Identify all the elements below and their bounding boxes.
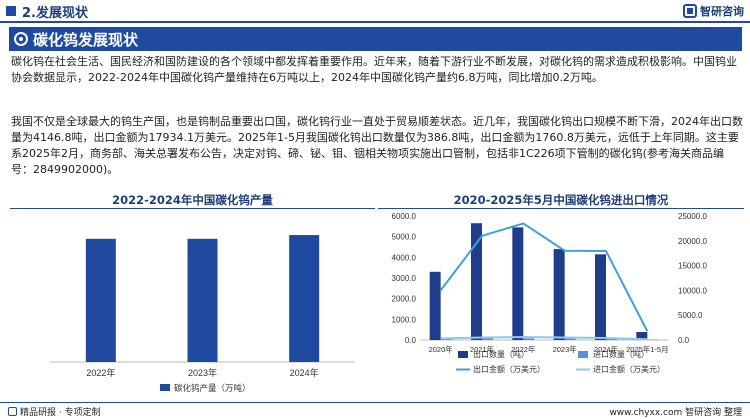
section-title: 2.发展现状 [22,6,88,21]
gear-icon [14,32,28,46]
chart2-bar-1-4 [606,338,617,340]
chart2-title-underline [378,208,744,209]
chart2-right-tick-5: 25000.0 [678,212,707,221]
chart2-legend-swatch-1 [578,351,588,358]
chart2-bar-1-3 [564,338,576,340]
chart2-right-tick-1: 5000.0 [678,311,703,320]
chart2-x-label-0: 2020年 [429,344,454,354]
chart2-right-tick-2: 10000.0 [678,286,707,295]
footer-left: 精品研报 · 专项定制 [8,405,101,418]
chart2-bar-1-1 [482,338,493,340]
chart1-legend-label: 碳化钨产量（万吨） [174,383,251,393]
chart2-x-label-4: 2024年 [594,344,619,354]
chart2-x-label-3: 2023年 [553,344,578,354]
chart2-legend-label-3: 进口金额（万美元） [593,364,665,374]
chart2-line-0 [439,222,649,332]
chart2-left-tick-2: 2000.0 [392,295,417,304]
chart1-legend-swatch [160,384,170,391]
logo-icon [683,4,697,18]
chart2-legend-label-2: 出口金额（万美元） [473,364,545,374]
chart2-right-tick-0: 0.0 [678,336,690,345]
chart1-x-label-1: 2023年 [188,367,217,378]
paragraph-2: 我国不仅是全球最大的钨生产国，也是钨制品重要出口国，碳化钨行业一直处于贸易顺差状… [11,115,743,176]
footer-left-text: 精品研报 · 专项定制 [20,408,101,418]
import-export-combo-chart: 0.0 1000.0 2000.0 3000.0 4000.0 5000.0 6000.0 0… [392,212,708,374]
brand-name: 智研咨询 [700,5,744,18]
chart2-left-tick-5: 5000.0 [392,233,417,242]
chart1-bar-2 [289,235,320,362]
footer: 精品研报 · 专项定制 www.chyxx.com 智研咨询 整理 [0,404,750,419]
chart1-title: 2022-2024年中国碳化钨产量 [112,193,273,207]
chart2-bar-0-2 [512,227,524,340]
chart2-bar-0-4 [595,254,606,340]
chart2-left-tick-0: 0.0 [405,336,417,345]
chart2-x-label-5: 2025年1-5月 [626,344,669,354]
chart1-title-underline [10,208,375,209]
chart1-x-label-0: 2022年 [86,367,115,378]
page-title-bar: 碳化钨发展现状 [9,27,742,51]
chart2-bar-1-2 [523,338,535,340]
chart2-left-tick-3: 3000.0 [392,274,417,283]
footer-divider [0,402,750,403]
chart2-left-tick-4: 4000.0 [392,253,417,262]
chart2-right-tick-3: 15000.0 [678,262,707,271]
chart2-x-label-2: 2022年 [511,344,536,354]
chart1-bar-1 [187,238,218,362]
chart2-title: 2020-2025年5月中国碳化钨进出口情况 [453,193,669,207]
top-divider [0,21,750,23]
chart2-bar-0-3 [553,249,565,340]
chart2-x-label-1: 2021年 [470,344,495,354]
brand-logo: 智研咨询 [683,3,744,19]
chart2-line-1 [440,336,648,341]
chart2-bar-0-5 [636,332,648,340]
section-marker [6,6,16,16]
chart2-bar-0-1 [471,223,482,340]
page-title: 碳化钨发展现状 [33,31,139,49]
footer-right-text: www.chyxx.com 智研咨询 整理 [609,408,742,418]
chart2-bar-0-0 [429,271,441,340]
chart2-left-tick-1: 1000.0 [392,315,417,324]
paragraph-1: 碳化钨在社会生活、国民经济和国防建设的各个领域中都发挥着重要作用。近年来，随着下… [11,55,737,84]
chart2-legend-swatch-0 [458,351,468,358]
chart2-legend-label-1: 进口数量（吨） [593,349,649,359]
chart2-legend-label-0: 出口数量（吨） [473,349,529,359]
footer-logo-icon [8,407,17,416]
chart1-bar-0 [85,238,116,362]
chart1-x-label-2: 2024年 [290,367,319,378]
chart2-right-tick-4: 20000.0 [678,237,707,246]
top-bar: 2.发展现状 智研咨询 [0,0,750,22]
chart2-left-tick-6: 6000.0 [392,212,417,221]
